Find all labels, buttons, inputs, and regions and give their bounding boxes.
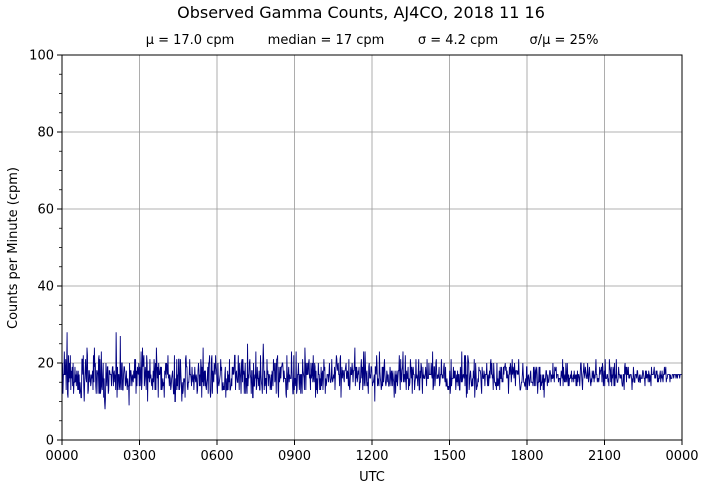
y-tick-label: 80 [37,126,54,141]
x-axis-label: UTC [359,470,385,485]
x-tick-label: 0000 [665,449,698,464]
stat-sigma-ratio: σ/μ = 25% [530,33,599,48]
chart-title: Observed Gamma Counts, AJ4CO, 2018 11 16 [177,3,545,22]
y-tick-label: 100 [29,49,54,64]
grid [62,55,682,440]
x-tick-label: 2100 [588,449,621,464]
x-tick-label: 1800 [510,449,543,464]
x-tick-label: 1200 [355,449,388,464]
stat-mean: μ = 17.0 cpm [146,33,235,48]
series-line-0 [61,332,682,410]
x-tick-label: 0000 [45,449,78,464]
y-tick-label: 20 [37,357,54,372]
series-layer [61,332,682,410]
y-axis-label: Counts per Minute (cpm) [6,167,21,329]
x-tick-label: 0900 [278,449,311,464]
stat-median: median = 17 cpm [268,33,385,48]
x-tick-label: 1500 [433,449,466,464]
y-tick-label: 60 [37,203,54,218]
y-tick-label: 0 [46,434,54,449]
stat-sigma: σ = 4.2 cpm [418,33,498,48]
x-tick-label: 0300 [123,449,156,464]
x-tick-label: 0600 [200,449,233,464]
y-tick-label: 40 [37,280,54,295]
axis-ticks: 0000 0300 0600 0900 1200 1500 1800 2100 00000204… [29,49,698,465]
